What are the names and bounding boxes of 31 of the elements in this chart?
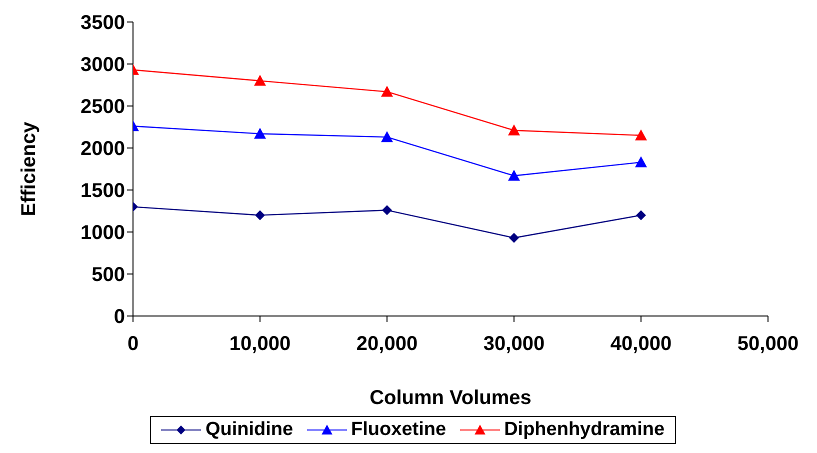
y-tick-label: 0 xyxy=(114,306,125,328)
y-tick-label: 1000 xyxy=(80,222,125,244)
point xyxy=(381,131,393,142)
x-tick-label: 40,000 xyxy=(610,333,672,356)
y-tick-label: 1500 xyxy=(80,180,125,202)
legend-label: Fluoxetine xyxy=(350,419,446,441)
legend-label: Diphenhydramine xyxy=(503,419,665,441)
point xyxy=(255,210,265,220)
y-axis-title: Efficiency xyxy=(18,120,40,216)
legend-label: Quinidine xyxy=(204,419,294,441)
point xyxy=(509,232,519,243)
y-tick-label: 2500 xyxy=(80,96,125,118)
point xyxy=(382,205,392,216)
y-tick-label: 3000 xyxy=(80,54,125,76)
x-tick-label: 10,000 xyxy=(229,333,291,356)
y-tick-label: 500 xyxy=(92,264,125,286)
point xyxy=(635,129,647,140)
x-tick-label: 30,000 xyxy=(483,333,545,356)
x-axis-title: Column Volumes xyxy=(370,387,532,409)
point xyxy=(254,128,266,139)
y-tick-label: 2000 xyxy=(80,138,125,160)
x-tick-label: 20,000 xyxy=(356,333,418,356)
point xyxy=(254,74,266,86)
point xyxy=(381,86,393,97)
point xyxy=(508,124,520,136)
point xyxy=(636,210,646,220)
point xyxy=(508,170,520,181)
x-tick-label: 50,000 xyxy=(737,333,799,356)
x-tick-label: 0 xyxy=(127,333,139,356)
y-tick-label: 3500 xyxy=(80,12,125,34)
point xyxy=(635,156,647,168)
